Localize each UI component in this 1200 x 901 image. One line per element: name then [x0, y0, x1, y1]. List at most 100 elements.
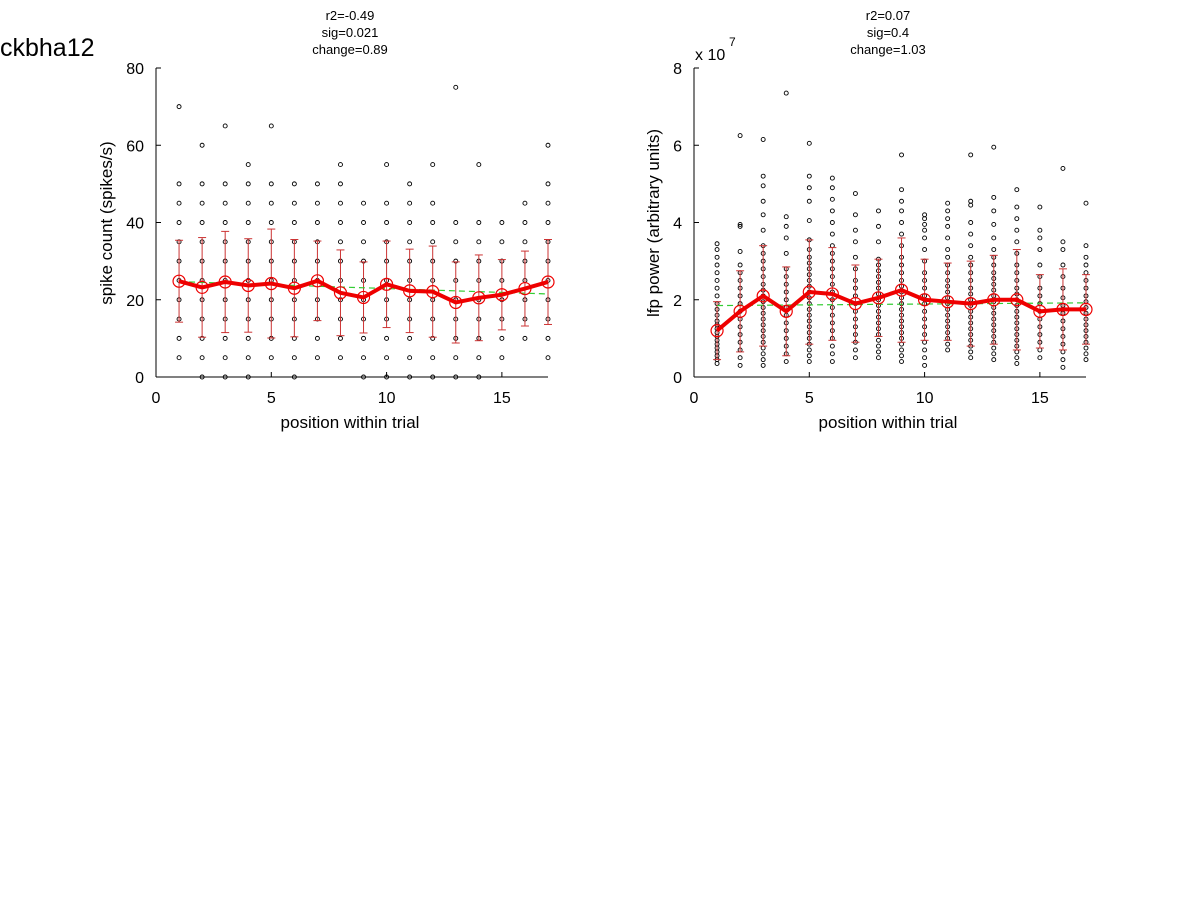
raw-data-point [222, 335, 228, 341]
raw-data-point [222, 374, 228, 380]
raw-data-point [407, 355, 413, 361]
raw-data-point [737, 249, 743, 254]
raw-data-point [899, 353, 904, 359]
raw-data-point [899, 152, 904, 158]
y-tick-label: 4 [673, 216, 682, 233]
x-tick-label: 0 [152, 390, 161, 407]
raw-data-point [384, 335, 390, 341]
raw-data-point [876, 239, 881, 245]
raw-data-point [522, 200, 528, 206]
raw-data-point [245, 355, 251, 361]
raw-data-point [852, 191, 858, 196]
raw-data-point [806, 185, 812, 191]
raw-data-point [968, 152, 974, 158]
raw-data-point [314, 335, 320, 341]
mean-marker [1033, 304, 1047, 318]
raw-data-point [245, 220, 251, 225]
raw-data-point [714, 361, 720, 366]
raw-data-point [1083, 254, 1089, 260]
raw-data-point [829, 351, 835, 357]
raw-data-point [361, 335, 366, 341]
mean-marker [518, 281, 532, 296]
raw-data-point [1014, 355, 1020, 361]
raw-data-point [407, 200, 413, 206]
raw-data-point [199, 142, 205, 148]
raw-data-point [806, 359, 812, 364]
mean-marker [333, 286, 348, 300]
raw-data-point [291, 181, 297, 187]
raw-data-point [852, 239, 858, 245]
raw-data-point [499, 220, 505, 225]
raw-data-point [199, 181, 205, 187]
raw-data-point [338, 355, 343, 361]
mean-marker [1010, 293, 1024, 307]
y-tick-label: 2 [673, 293, 682, 310]
raw-data-point [338, 335, 343, 341]
mean-marker [541, 275, 555, 289]
raw-data-point [1060, 357, 1066, 363]
raw-data-point [545, 200, 551, 206]
raw-data-point [384, 374, 390, 380]
mean-marker [941, 295, 955, 309]
mean-marker [172, 274, 186, 288]
raw-data-point [1037, 262, 1043, 268]
raw-data-point [407, 335, 413, 341]
raw-data-point [199, 220, 205, 225]
raw-data-point [1037, 235, 1043, 241]
raw-data-point [806, 353, 812, 359]
x-tick-label: 10 [916, 390, 934, 407]
raw-data-point [922, 339, 928, 345]
raw-data-point [522, 239, 528, 245]
raw-data-point [499, 335, 505, 341]
spike-count-plot-area: 0 5 10 15 0 20 40 60 80 [126, 61, 555, 407]
raw-data-point [760, 345, 766, 351]
raw-data-point [291, 200, 297, 206]
mean-marker [779, 304, 793, 318]
raw-data-point [1037, 247, 1043, 252]
raw-data-point [453, 220, 459, 225]
raw-data-point [499, 355, 505, 361]
raw-data-point [1037, 347, 1043, 353]
raw-data-point [968, 349, 974, 355]
y-axis-label: spike count (spikes/s) [97, 141, 116, 304]
panel-title-line-change: change=0.89 [312, 42, 388, 57]
raw-data-point [1083, 200, 1089, 206]
raw-data-point [737, 262, 743, 268]
raw-data-point [1083, 243, 1089, 249]
raw-data-point [945, 254, 951, 260]
raw-data-point [968, 198, 974, 204]
raw-data-point [968, 355, 974, 361]
raw-data-point [268, 355, 274, 361]
raw-data-point [291, 220, 297, 225]
x-axis-label: position within trial [281, 413, 420, 432]
raw-data-point [361, 374, 366, 380]
raw-data-point [453, 84, 459, 90]
y-tick-label: 6 [673, 138, 682, 155]
raw-data-point [222, 123, 228, 129]
raw-data-point [1037, 227, 1043, 233]
mean-line [715, 288, 1086, 333]
raw-data-point [407, 239, 413, 245]
raw-data-point [852, 347, 858, 353]
raw-data-point [476, 239, 482, 245]
raw-data-point [876, 355, 881, 361]
raw-data-point [714, 293, 720, 299]
raw-data-point [737, 221, 743, 227]
mean-marker [426, 285, 440, 299]
raw-data-point [1083, 270, 1089, 276]
raw-data-point [1060, 165, 1066, 171]
raw-data-point [1060, 349, 1066, 355]
figure-title: ckbha12 [0, 34, 95, 62]
mean-marker [825, 287, 839, 301]
raw-data-point [245, 335, 251, 341]
panel-title-line-sig: sig=0.021 [322, 25, 379, 40]
mean-marker [264, 276, 278, 291]
mean-marker [848, 297, 863, 311]
mean-marker [894, 283, 909, 297]
raw-data-point [945, 247, 951, 252]
raw-data-point [968, 231, 974, 237]
raw-data-point [361, 355, 366, 361]
raw-data-point [991, 144, 997, 150]
raw-data-point [338, 239, 343, 245]
